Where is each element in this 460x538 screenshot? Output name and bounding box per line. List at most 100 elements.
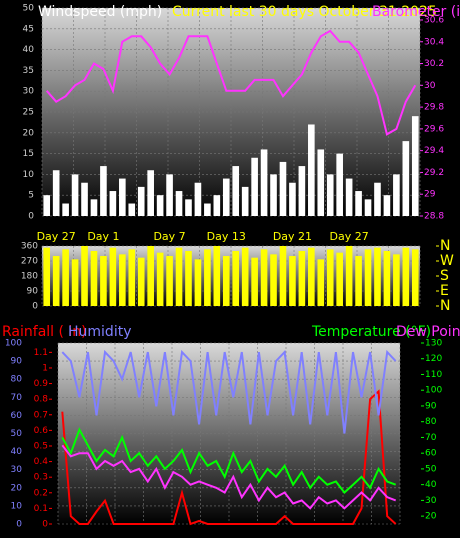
x-tick-label: Day 27: [330, 230, 369, 243]
bar: [383, 251, 391, 306]
y2-tick-label: N: [440, 298, 450, 314]
bar: [355, 256, 362, 306]
bar: [43, 195, 51, 216]
bar: [364, 249, 372, 306]
y-tick-label: 80: [11, 375, 23, 385]
bar: [185, 251, 192, 306]
bar: [52, 256, 60, 306]
bar: [194, 259, 202, 306]
bar: [317, 149, 325, 216]
y-tick-label: 0: [32, 302, 38, 312]
x-tick-label: Day 1: [87, 230, 119, 243]
y3-tick-label: 0.6: [34, 426, 49, 436]
bar: [374, 247, 381, 306]
y2-tick-label: 28.8: [424, 212, 444, 222]
y-tick-label: 100: [5, 339, 22, 349]
y2-tick-label: 60: [425, 449, 437, 459]
y3-tick-label: 0: [42, 520, 48, 530]
bar: [213, 246, 221, 306]
bar: [241, 247, 249, 306]
bar: [62, 249, 69, 306]
y2-tick-label: 40: [425, 480, 437, 490]
y2-tick-label: 100: [425, 386, 442, 396]
bar: [402, 247, 410, 306]
bar: [137, 257, 145, 306]
bar: [119, 178, 126, 216]
bar: [402, 141, 410, 216]
y2-tick-label: 29.8: [424, 103, 444, 113]
bar: [232, 166, 240, 216]
series-label: Rainfall ( in): [2, 324, 87, 340]
y-tick-label: 360: [21, 242, 38, 252]
y2-tick-label: S: [440, 268, 449, 284]
bar: [241, 186, 249, 216]
bar: [204, 203, 211, 216]
bar: [326, 249, 334, 306]
y2-tick-label: 30.2: [424, 59, 444, 69]
bar: [279, 161, 287, 216]
bar: [232, 251, 240, 306]
chart-title: Current last 30 days October 31 2025: [172, 4, 437, 20]
bar: [289, 256, 296, 306]
y2-tick-label: 110: [425, 370, 442, 380]
bar: [289, 182, 296, 216]
bar: [260, 249, 268, 306]
bar: [345, 178, 353, 216]
bar: [213, 195, 221, 216]
y-tick-label: 50: [11, 429, 23, 439]
bar: [383, 195, 391, 216]
y3-tick-label: 0.9: [34, 379, 49, 389]
y-tick-label: 0: [28, 212, 34, 222]
bar: [374, 182, 381, 216]
y-tick-label: 10: [23, 170, 35, 180]
bar: [298, 251, 306, 306]
y-tick-label: 90: [27, 287, 39, 297]
y3-tick-label: 1: [42, 363, 48, 373]
bar: [166, 256, 173, 306]
series-line: [45, 29, 417, 136]
bar: [270, 174, 277, 216]
bar: [364, 199, 372, 216]
series-line: [61, 427, 397, 494]
y-tick-label: 40: [23, 45, 35, 55]
y2-tick-label: W: [440, 253, 454, 269]
y-tick-label: 40: [11, 447, 23, 457]
y-tick-label: 10: [11, 501, 23, 511]
y3-tick-label: 0.4: [34, 457, 49, 467]
bar: [175, 191, 183, 216]
bar: [147, 246, 154, 306]
bar: [100, 166, 107, 216]
y-tick-label: 270: [21, 257, 38, 267]
y-tick-label: 20: [23, 128, 35, 138]
series-line: [61, 389, 397, 526]
y2-tick-label: 130: [425, 339, 442, 349]
bar: [260, 149, 268, 216]
bar: [393, 254, 400, 306]
y-tick-label: 20: [11, 483, 23, 493]
y2-tick-label: 120: [425, 354, 442, 364]
y-tick-label: 45: [23, 24, 34, 34]
bar: [109, 247, 117, 306]
bar: [222, 178, 230, 216]
bar: [81, 246, 88, 306]
y3-tick-label: 0.5: [34, 441, 48, 451]
y2-tick-label: 30.6: [424, 15, 444, 25]
bar: [128, 249, 136, 306]
bar: [100, 256, 107, 306]
y2-tick-label: 29.2: [424, 168, 444, 178]
y-tick-label: 50: [23, 4, 35, 14]
bar: [90, 199, 98, 216]
y-tick-label: 70: [11, 393, 23, 403]
bar: [81, 182, 88, 216]
bar: [156, 252, 164, 306]
bar: [62, 203, 69, 216]
y2-tick-label: E: [440, 283, 449, 299]
series-label: Barometer (in): [372, 4, 460, 20]
series-label: Windspeed (mph): [38, 4, 162, 20]
x-tick-label: Day 21: [273, 230, 312, 243]
bar: [43, 247, 51, 306]
bar: [71, 174, 79, 216]
bar: [90, 251, 98, 306]
bar: [147, 170, 154, 216]
